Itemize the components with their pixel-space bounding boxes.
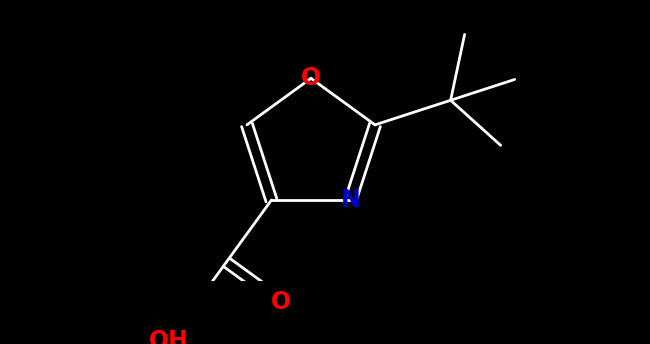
Text: O: O — [301, 66, 321, 90]
Text: OH: OH — [150, 329, 189, 344]
Text: N: N — [341, 188, 361, 212]
Text: O: O — [271, 290, 291, 314]
